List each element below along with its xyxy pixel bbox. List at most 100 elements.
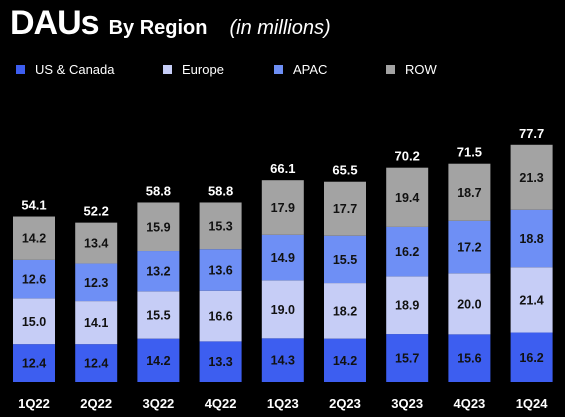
value-label-europe-4q22: 16.6 — [208, 310, 232, 324]
bar-europe-4q23 — [448, 273, 491, 335]
bar-europe-3q23 — [386, 276, 429, 335]
bar-europe-1q24 — [510, 267, 553, 333]
chart-title: DAUs By Region (in millions) — [10, 4, 331, 48]
bar-us-canada-1q24 — [510, 332, 553, 382]
value-label-europe-1q22: 15.0 — [22, 315, 46, 329]
legend-item-row: ROW — [386, 62, 437, 77]
value-label-apac-2q23: 15.5 — [333, 253, 357, 267]
bar-row-1q24 — [510, 144, 553, 210]
bar-us-canada-3q22 — [137, 338, 180, 382]
bar-us-canada-1q22 — [13, 344, 55, 382]
value-label-us-canada-2q22: 12.4 — [84, 357, 108, 371]
bar-us-canada-1q23 — [261, 338, 304, 382]
category-label-2q22: 2Q22 — [80, 396, 112, 411]
bar-apac-2q22 — [75, 263, 118, 302]
value-label-apac-1q22: 12.6 — [22, 273, 46, 287]
legend-item-us-canada: US & Canada — [16, 62, 115, 77]
value-label-row-2q22: 13.4 — [84, 237, 108, 251]
total-label-4q22: 58.8 — [208, 183, 233, 198]
value-label-row-1q23: 17.9 — [271, 201, 295, 215]
bar-europe-3q22 — [137, 291, 180, 339]
legend-swatch-europe — [163, 65, 172, 74]
value-label-us-canada-4q23: 15.6 — [457, 352, 481, 366]
legend-item-apac: APAC — [274, 62, 327, 77]
bar-apac-4q23 — [448, 220, 491, 274]
bar-europe-1q22 — [13, 298, 55, 345]
legend-swatch-apac — [274, 65, 283, 74]
title-unit: (in millions) — [229, 17, 331, 39]
category-label-3q23: 3Q23 — [391, 396, 423, 411]
chart-legend: US & Canada Europe APAC ROW — [16, 62, 556, 80]
bar-apac-3q23 — [386, 226, 429, 277]
total-label-3q23: 70.2 — [395, 149, 420, 164]
value-label-apac-1q23: 14.9 — [271, 251, 295, 265]
category-label-2q23: 2Q23 — [329, 396, 361, 411]
category-label-4q22: 4Q22 — [205, 396, 237, 411]
total-label-1q24: 77.7 — [519, 126, 544, 141]
value-label-europe-1q24: 21.4 — [519, 293, 543, 307]
total-label-2q22: 52.2 — [84, 204, 109, 219]
value-label-us-canada-1q23: 14.3 — [271, 354, 295, 368]
total-label-2q23: 65.5 — [332, 163, 357, 178]
bar-row-2q22 — [75, 222, 118, 264]
category-label-1q24: 1Q24 — [516, 396, 549, 411]
bar-apac-1q22 — [13, 259, 55, 299]
total-label-4q23: 71.5 — [457, 145, 482, 160]
value-label-apac-4q23: 17.2 — [457, 241, 481, 255]
bar-europe-2q23 — [324, 283, 366, 339]
category-label-1q22: 1Q22 — [18, 396, 50, 411]
value-label-apac-3q23: 16.2 — [395, 245, 419, 259]
total-label-1q22: 54.1 — [21, 198, 46, 213]
value-label-europe-2q22: 14.1 — [84, 316, 108, 330]
bar-us-canada-3q23 — [386, 334, 429, 382]
value-label-row-2q23: 17.7 — [333, 202, 357, 216]
total-label-3q22: 58.8 — [146, 183, 171, 198]
category-label-4q23: 4Q23 — [453, 396, 485, 411]
bar-us-canada-4q22 — [199, 341, 242, 382]
value-label-us-canada-1q24: 16.2 — [519, 351, 543, 365]
bar-row-1q23 — [261, 180, 304, 235]
bar-row-4q23 — [448, 163, 491, 221]
bar-apac-1q23 — [261, 234, 304, 281]
legend-label-us-canada: US & Canada — [35, 62, 115, 77]
bar-row-2q23 — [324, 181, 366, 236]
bar-apac-4q22 — [199, 249, 242, 291]
legend-item-europe: Europe — [163, 62, 224, 77]
bar-row-3q22 — [137, 202, 180, 252]
total-label-1q23: 66.1 — [270, 161, 295, 176]
legend-swatch-us-canada — [16, 65, 25, 74]
value-label-us-canada-3q22: 14.2 — [146, 354, 170, 368]
bar-us-canada-2q23 — [324, 338, 366, 382]
value-label-apac-2q22: 12.3 — [84, 276, 108, 290]
title-subtitle: By Region — [108, 17, 208, 39]
bar-row-4q22 — [199, 202, 242, 250]
category-label-1q23: 1Q23 — [267, 396, 299, 411]
legend-label-row: ROW — [405, 62, 437, 77]
value-label-us-canada-1q22: 12.4 — [22, 357, 46, 371]
value-label-us-canada-2q23: 14.2 — [333, 354, 357, 368]
value-label-europe-4q23: 20.0 — [457, 297, 481, 311]
value-label-apac-1q24: 18.8 — [519, 232, 543, 246]
category-label-3q22: 3Q22 — [142, 396, 174, 411]
value-label-apac-4q22: 13.6 — [208, 263, 232, 277]
value-label-apac-3q22: 13.2 — [146, 265, 170, 279]
bar-apac-3q22 — [137, 251, 180, 292]
value-label-us-canada-4q22: 13.3 — [208, 355, 232, 369]
value-label-us-canada-3q23: 15.7 — [395, 352, 419, 366]
legend-swatch-row — [386, 65, 395, 74]
legend-label-europe: Europe — [182, 62, 224, 77]
bar-row-3q23 — [386, 167, 429, 227]
value-label-europe-3q22: 15.5 — [146, 308, 170, 322]
bar-europe-1q23 — [261, 280, 304, 339]
value-label-row-1q22: 14.2 — [22, 232, 46, 246]
bar-us-canada-4q23 — [448, 334, 491, 382]
bar-us-canada-2q22 — [75, 344, 118, 382]
bar-europe-4q22 — [199, 290, 242, 342]
bar-row-1q22 — [13, 216, 55, 260]
legend-label-apac: APAC — [293, 62, 328, 77]
value-label-row-4q22: 15.3 — [208, 219, 232, 233]
bar-apac-1q24 — [510, 209, 553, 268]
value-label-europe-1q23: 19.0 — [271, 303, 295, 317]
value-label-europe-3q23: 18.9 — [395, 299, 419, 313]
